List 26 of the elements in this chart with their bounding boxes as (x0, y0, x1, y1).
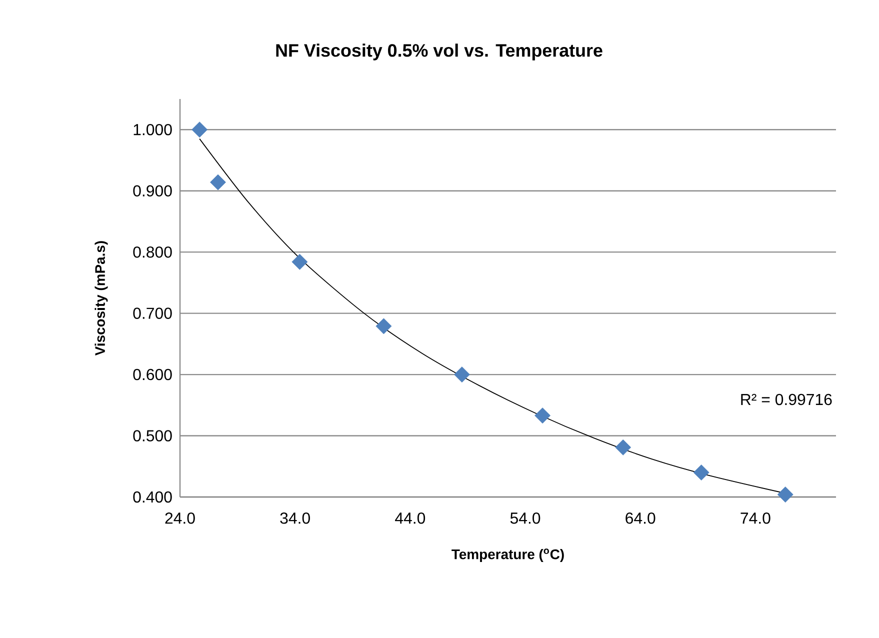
y-tick-label: 0.400 (133, 491, 172, 503)
x-tick-label: 44.0 (395, 512, 426, 524)
y-tick-label: 0.700 (133, 308, 172, 319)
y-tick-label: 0.600 (133, 368, 172, 380)
x-tick-label: 64.0 (626, 512, 656, 524)
point (192, 122, 208, 138)
point (615, 439, 632, 456)
y-tick-label: 0.800 (133, 246, 172, 258)
y-tick-label: 1.000 (134, 124, 172, 136)
y-tick-label: 0.500 (133, 430, 172, 442)
point (534, 408, 551, 424)
point (777, 486, 794, 503)
chart-title: NF Viscosity 0.5% vol vs. Temperature (276, 44, 602, 60)
x-tick-label: 74.0 (740, 512, 770, 524)
y-axis-title: Viscosity (mPa.s) (94, 241, 108, 356)
point (693, 464, 710, 480)
x-axis-title: Temperature ($^{o}$C) (452, 548, 564, 562)
point (210, 174, 226, 190)
x-tick-label: 24.0 (165, 512, 195, 524)
point (292, 254, 308, 270)
point (376, 318, 392, 334)
x-tick-label: 54.0 (510, 512, 540, 524)
x-tick-label: 34.0 (280, 512, 310, 524)
point (454, 366, 470, 383)
y-tick-label: 0.900 (133, 185, 172, 196)
annotation: R² = 0.99716 (741, 394, 832, 406)
